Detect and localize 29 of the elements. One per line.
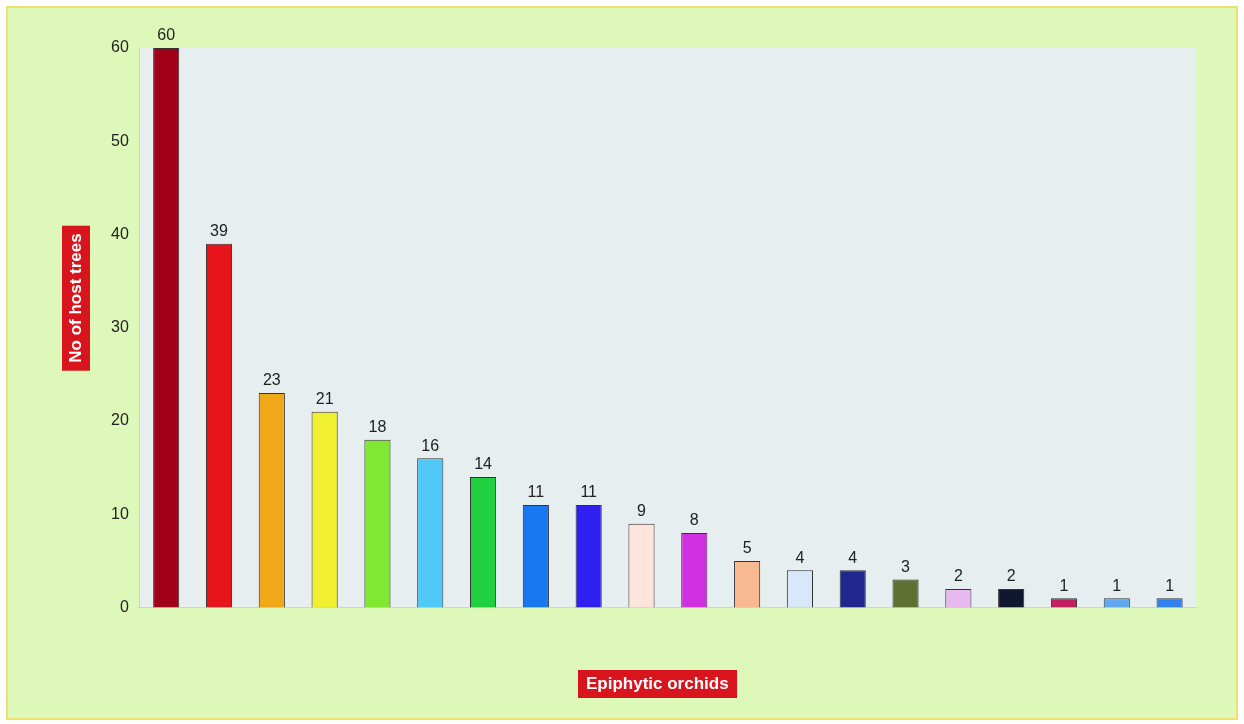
data-label: 18 bbox=[368, 418, 387, 436]
data-label: 1 bbox=[1112, 576, 1122, 594]
data-label: 1 bbox=[1059, 576, 1069, 594]
data-label: 9 bbox=[637, 502, 647, 520]
data-label: 16 bbox=[421, 436, 440, 454]
data-label: 14 bbox=[474, 455, 493, 473]
y-tick-label: 50 bbox=[111, 131, 129, 149]
data-label: 4 bbox=[795, 548, 805, 566]
data-label: 5 bbox=[742, 539, 752, 557]
y-tick-label: 20 bbox=[111, 411, 129, 429]
data-label: 21 bbox=[315, 390, 334, 408]
data-label: 23 bbox=[262, 371, 281, 389]
y-tick-label: 0 bbox=[119, 598, 129, 616]
y-tick-label: 60 bbox=[111, 38, 129, 56]
y-axis-title: No of host trees bbox=[62, 225, 90, 371]
data-label: 60 bbox=[157, 26, 176, 44]
data-label: 11 bbox=[580, 483, 598, 501]
data-label: 4 bbox=[848, 548, 858, 566]
data-label: 39 bbox=[210, 222, 229, 240]
y-tick-label: 40 bbox=[111, 224, 129, 242]
data-label: 2 bbox=[953, 567, 963, 585]
y-tick-label: 10 bbox=[111, 504, 129, 522]
data-label: 3 bbox=[901, 558, 911, 576]
x-axis-title: Epiphytic orchids bbox=[578, 670, 737, 698]
data-label: 11 bbox=[527, 483, 545, 501]
data-label: 1 bbox=[1165, 576, 1175, 594]
y-tick-label: 30 bbox=[111, 318, 129, 336]
data-label: 8 bbox=[689, 511, 699, 529]
data-label: 2 bbox=[1006, 567, 1016, 585]
